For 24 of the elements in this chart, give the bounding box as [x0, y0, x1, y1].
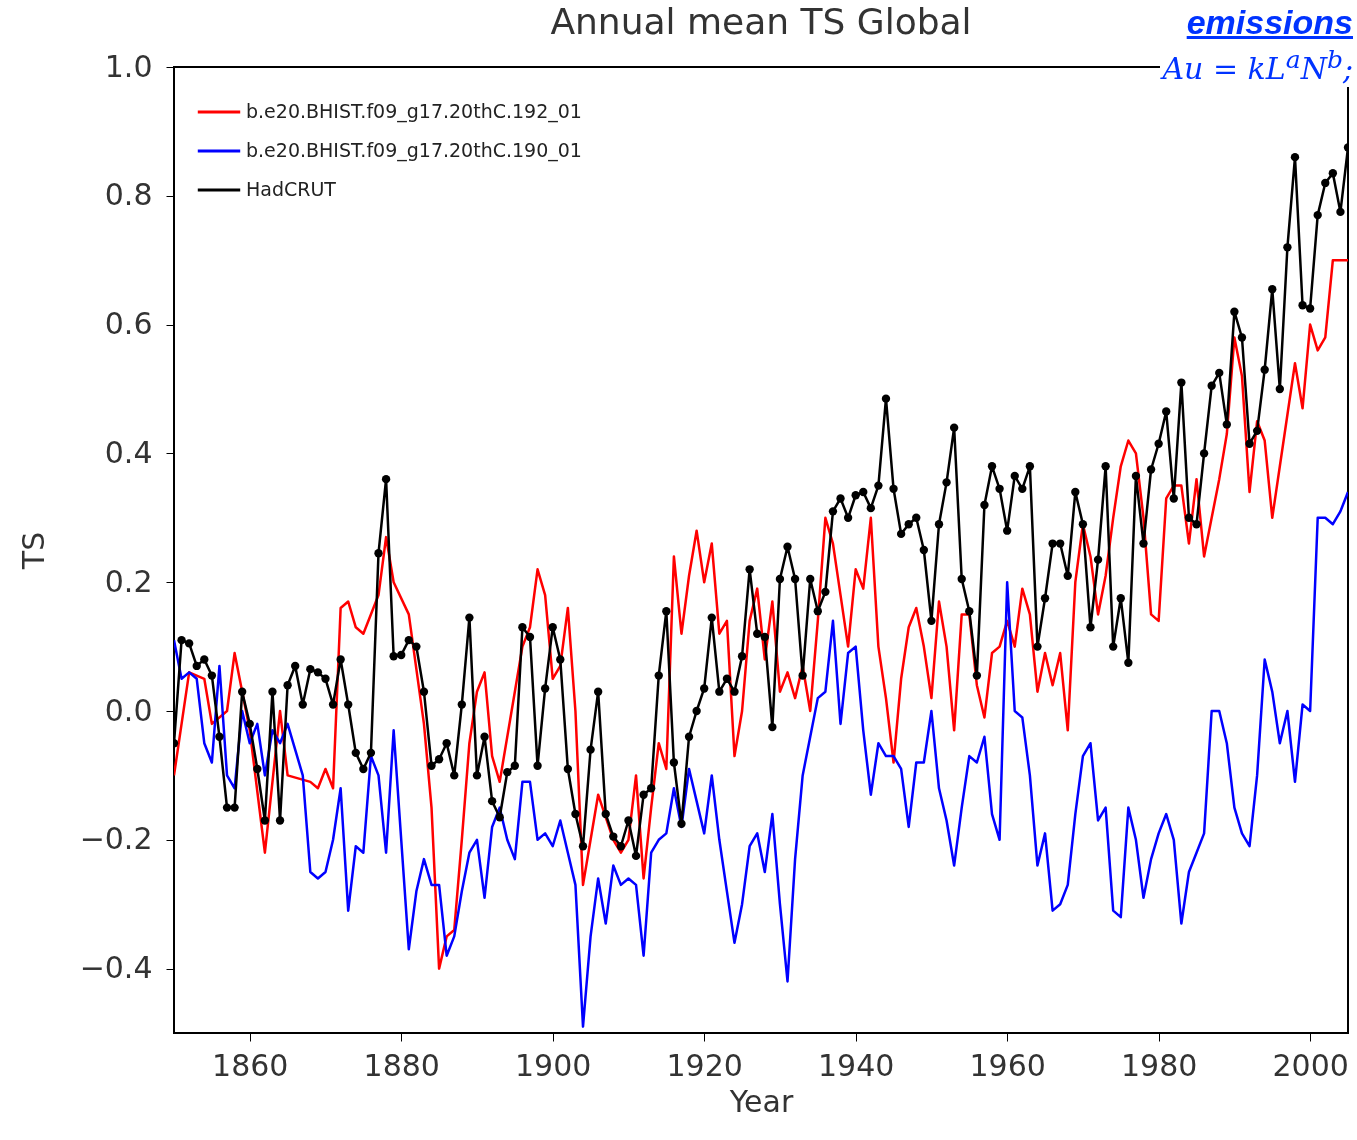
x-tick-label: 1900 [515, 1047, 592, 1083]
y-tick-label: −0.4 [79, 950, 153, 986]
x-tick-label: 1960 [969, 1047, 1046, 1083]
x-tick-label: 1860 [212, 1047, 289, 1083]
x-tick-label: 1920 [666, 1047, 743, 1083]
x-tick-label: 1880 [363, 1047, 440, 1083]
y-tick-label: 0.2 [104, 563, 153, 599]
legend-label: HadCRUT [246, 178, 337, 200]
x-tick-label: 2000 [1272, 1047, 1349, 1083]
annotation: Au = kL$^{a}$N$^{b}$; [1162, 44, 1353, 87]
x-tick-label: 1980 [1120, 1047, 1198, 1083]
y-tick-label: 0.0 [104, 692, 153, 728]
chart-title: Annual mean TS Global [550, 1, 972, 42]
legend-label: b.e20.BHIST.f09_g17.20thC.192_01 [246, 100, 582, 123]
y-tick-label: 0.4 [104, 434, 153, 470]
x-tick-label: 1940 [818, 1047, 895, 1083]
y-axis-title: TS [15, 531, 51, 571]
y-tick-label: 0.8 [104, 177, 153, 213]
y-tick-label: −0.2 [79, 821, 153, 857]
x-axis-title: Year [728, 1083, 794, 1119]
legend-label: b.e20.BHIST.f09_g17.20thC.190_01 [246, 139, 582, 162]
y-tick-label: 0.6 [104, 306, 153, 342]
y-tick-label: 1.0 [104, 48, 153, 84]
text: emissions [1185, 2, 1353, 42]
